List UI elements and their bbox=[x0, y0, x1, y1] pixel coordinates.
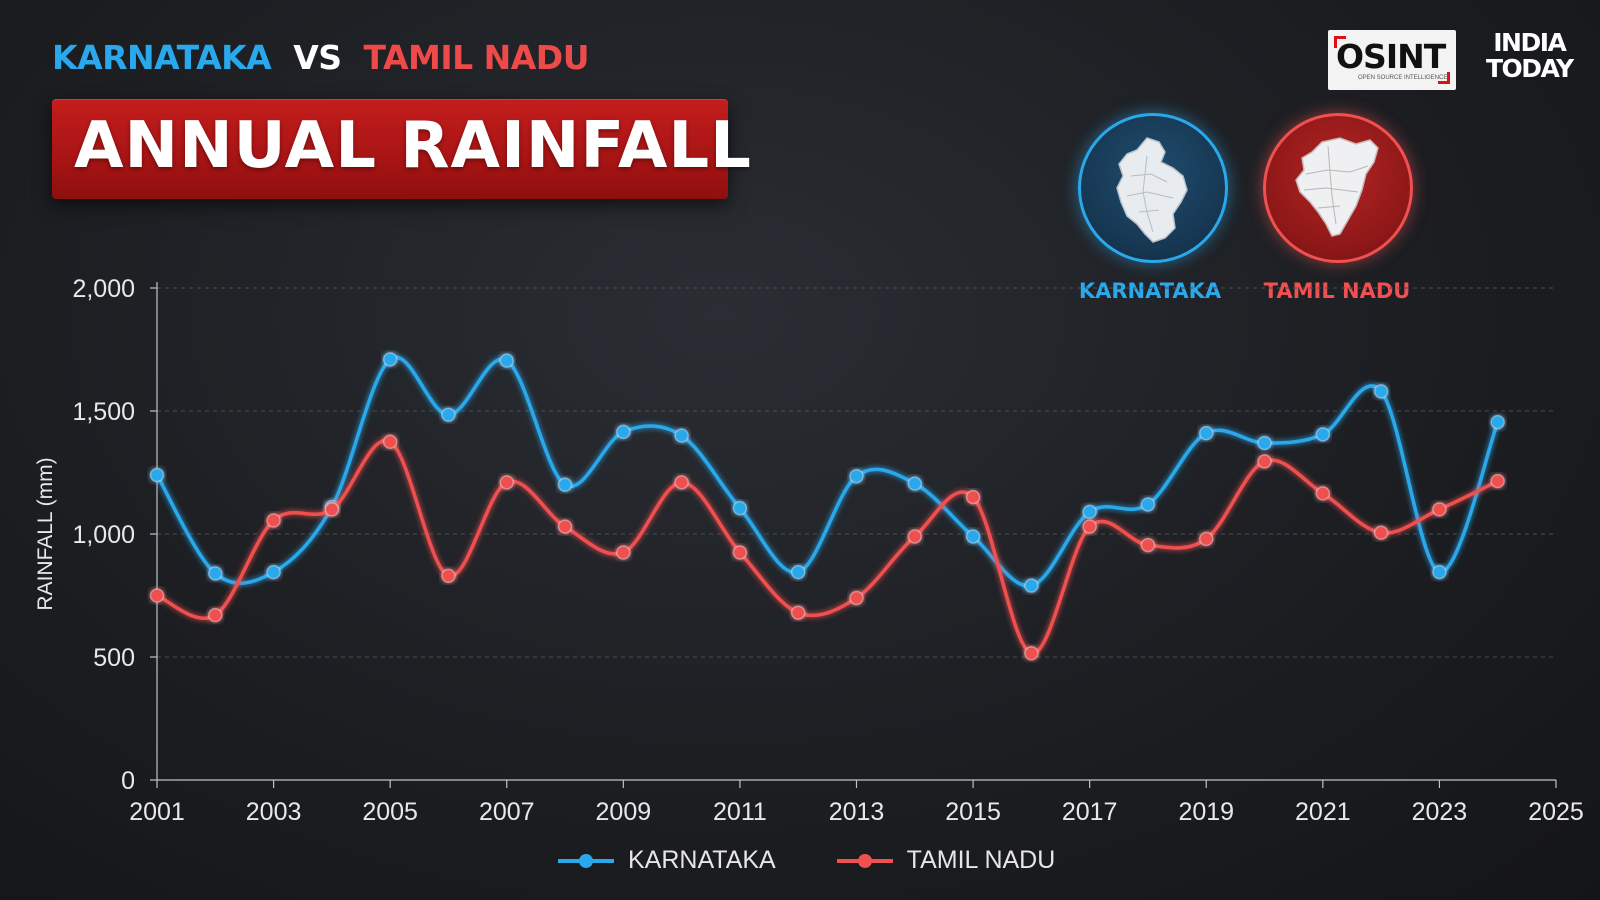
data-point-tamil-nadu bbox=[674, 475, 689, 490]
series-line-tamil-nadu bbox=[156, 438, 1499, 656]
title-banner: ANNUAL RAINFALL bbox=[52, 99, 751, 199]
x-tick-label: 2023 bbox=[1412, 798, 1468, 826]
legend-swatch-tamil-nadu bbox=[836, 854, 893, 869]
series-line-karnataka bbox=[155, 355, 1500, 588]
data-point-tamil-nadu bbox=[965, 489, 981, 505]
data-point-tamil-nadu bbox=[1490, 473, 1505, 489]
heading-state-tamil-nadu: TAMIL NADU bbox=[363, 38, 590, 77]
x-tick-label: 2019 bbox=[1178, 798, 1234, 826]
data-point-tamil-nadu bbox=[1082, 519, 1097, 534]
legend-swatch-karnataka bbox=[558, 854, 614, 869]
heading-state-karnataka: KARNATAKA bbox=[52, 38, 272, 77]
data-point-tamil-nadu bbox=[1257, 454, 1272, 469]
y-tick-label: 2,000 bbox=[72, 275, 135, 303]
data-point-tamil-nadu bbox=[849, 590, 864, 606]
x-tick-label: 2011 bbox=[713, 798, 767, 826]
x-tick-label: 2013 bbox=[829, 798, 885, 826]
data-point-karnataka bbox=[849, 468, 864, 484]
y-axis-label: RAINFALL (mm) bbox=[34, 457, 57, 610]
india-today-logo-line2: TODAY bbox=[1486, 54, 1574, 83]
data-point-tamil-nadu bbox=[616, 545, 631, 560]
data-point-karnataka bbox=[1199, 425, 1214, 441]
legend-item-karnataka: KARNATAKA bbox=[558, 846, 776, 875]
data-point-tamil-nadu bbox=[1315, 486, 1331, 501]
data-point-tamil-nadu bbox=[499, 475, 514, 490]
karnataka-map-badge bbox=[1078, 113, 1228, 263]
data-point-karnataka bbox=[499, 353, 514, 368]
data-point-tamil-nadu bbox=[208, 607, 223, 623]
data-point-karnataka bbox=[266, 564, 281, 580]
osint-logo: OSINT OPEN SOURCE INTELLIGENCE bbox=[1328, 30, 1456, 90]
karnataka-map-icon bbox=[1116, 137, 1188, 243]
data-point-karnataka bbox=[907, 476, 923, 491]
heading-vs: VS bbox=[293, 38, 342, 77]
data-point-tamil-nadu bbox=[557, 519, 573, 534]
y-tick-label: 0 bbox=[121, 767, 135, 795]
y-tick-label: 1,500 bbox=[72, 398, 135, 426]
x-tick-label: 2025 bbox=[1528, 798, 1584, 826]
page-title: ANNUAL RAINFALL bbox=[74, 109, 752, 183]
x-tick-label: 2007 bbox=[479, 798, 535, 826]
data-point-karnataka bbox=[1082, 504, 1097, 520]
data-point-tamil-nadu bbox=[324, 502, 340, 517]
x-tick-label: 2009 bbox=[596, 798, 652, 826]
data-point-tamil-nadu bbox=[441, 568, 456, 584]
data-point-tamil-nadu bbox=[149, 588, 165, 603]
data-point-karnataka bbox=[1373, 384, 1389, 399]
x-tick-label: 2021 bbox=[1295, 798, 1351, 826]
comparison-heading: KARNATAKA VS TAMIL NADU bbox=[52, 38, 590, 77]
data-point-karnataka bbox=[965, 529, 981, 544]
data-point-karnataka bbox=[616, 424, 631, 440]
y-tick-label: 1,000 bbox=[72, 521, 135, 549]
data-point-tamil-nadu bbox=[1432, 502, 1447, 517]
data-point-karnataka bbox=[1257, 435, 1272, 451]
y-tick-label: 500 bbox=[93, 644, 135, 672]
data-point-tamil-nadu bbox=[907, 529, 923, 544]
data-point-tamil-nadu bbox=[1199, 531, 1214, 547]
data-point-karnataka bbox=[790, 564, 806, 580]
data-point-karnataka bbox=[1490, 414, 1505, 430]
tamil-nadu-badge-label: TAMIL NADU bbox=[1263, 279, 1411, 303]
data-point-tamil-nadu bbox=[732, 545, 748, 560]
data-point-karnataka bbox=[208, 566, 223, 581]
x-tick-label: 2003 bbox=[246, 798, 302, 826]
data-point-karnataka bbox=[382, 352, 398, 367]
data-point-karnataka bbox=[1140, 497, 1156, 512]
osint-bracket-icon bbox=[1438, 72, 1450, 84]
chart-legend: KARNATAKA TAMIL NADU bbox=[558, 845, 1109, 875]
x-tick-label: 2005 bbox=[362, 798, 418, 826]
data-point-tamil-nadu bbox=[266, 513, 281, 528]
legend-label-tamil-nadu: TAMIL NADU bbox=[906, 845, 1056, 874]
data-point-karnataka bbox=[441, 407, 456, 422]
data-point-tamil-nadu bbox=[1140, 537, 1156, 553]
data-point-karnataka bbox=[1432, 564, 1447, 580]
data-point-karnataka bbox=[557, 477, 573, 493]
data-point-karnataka bbox=[674, 428, 689, 443]
x-tick-label: 2015 bbox=[945, 798, 1001, 826]
legend-item-tamil-nadu: TAMIL NADU bbox=[836, 845, 1056, 875]
data-point-tamil-nadu bbox=[790, 605, 806, 620]
data-point-karnataka bbox=[732, 500, 748, 516]
x-tick-label: 2017 bbox=[1062, 798, 1118, 826]
legend-label-karnataka: KARNATAKA bbox=[628, 845, 776, 874]
india-today-logo-line1: INDIA bbox=[1493, 28, 1567, 57]
data-point-tamil-nadu bbox=[382, 434, 398, 449]
osint-logo-text: OSINT bbox=[1336, 37, 1446, 76]
data-point-tamil-nadu bbox=[1373, 525, 1389, 541]
karnataka-badge-label: KARNATAKA bbox=[1078, 279, 1222, 303]
tamil-nadu-map-icon bbox=[1295, 137, 1379, 237]
data-point-karnataka bbox=[1024, 578, 1039, 593]
data-point-tamil-nadu bbox=[1024, 646, 1039, 661]
india-today-logo: INDIA TODAY bbox=[1486, 28, 1574, 83]
osint-logo-subtitle: OPEN SOURCE INTELLIGENCE bbox=[1358, 75, 1448, 81]
data-point-karnataka bbox=[149, 467, 165, 483]
osint-bracket-icon bbox=[1334, 36, 1346, 48]
x-tick-label: 2001 bbox=[129, 798, 185, 826]
data-point-karnataka bbox=[1315, 427, 1331, 442]
tamil-nadu-map-badge bbox=[1263, 113, 1413, 263]
